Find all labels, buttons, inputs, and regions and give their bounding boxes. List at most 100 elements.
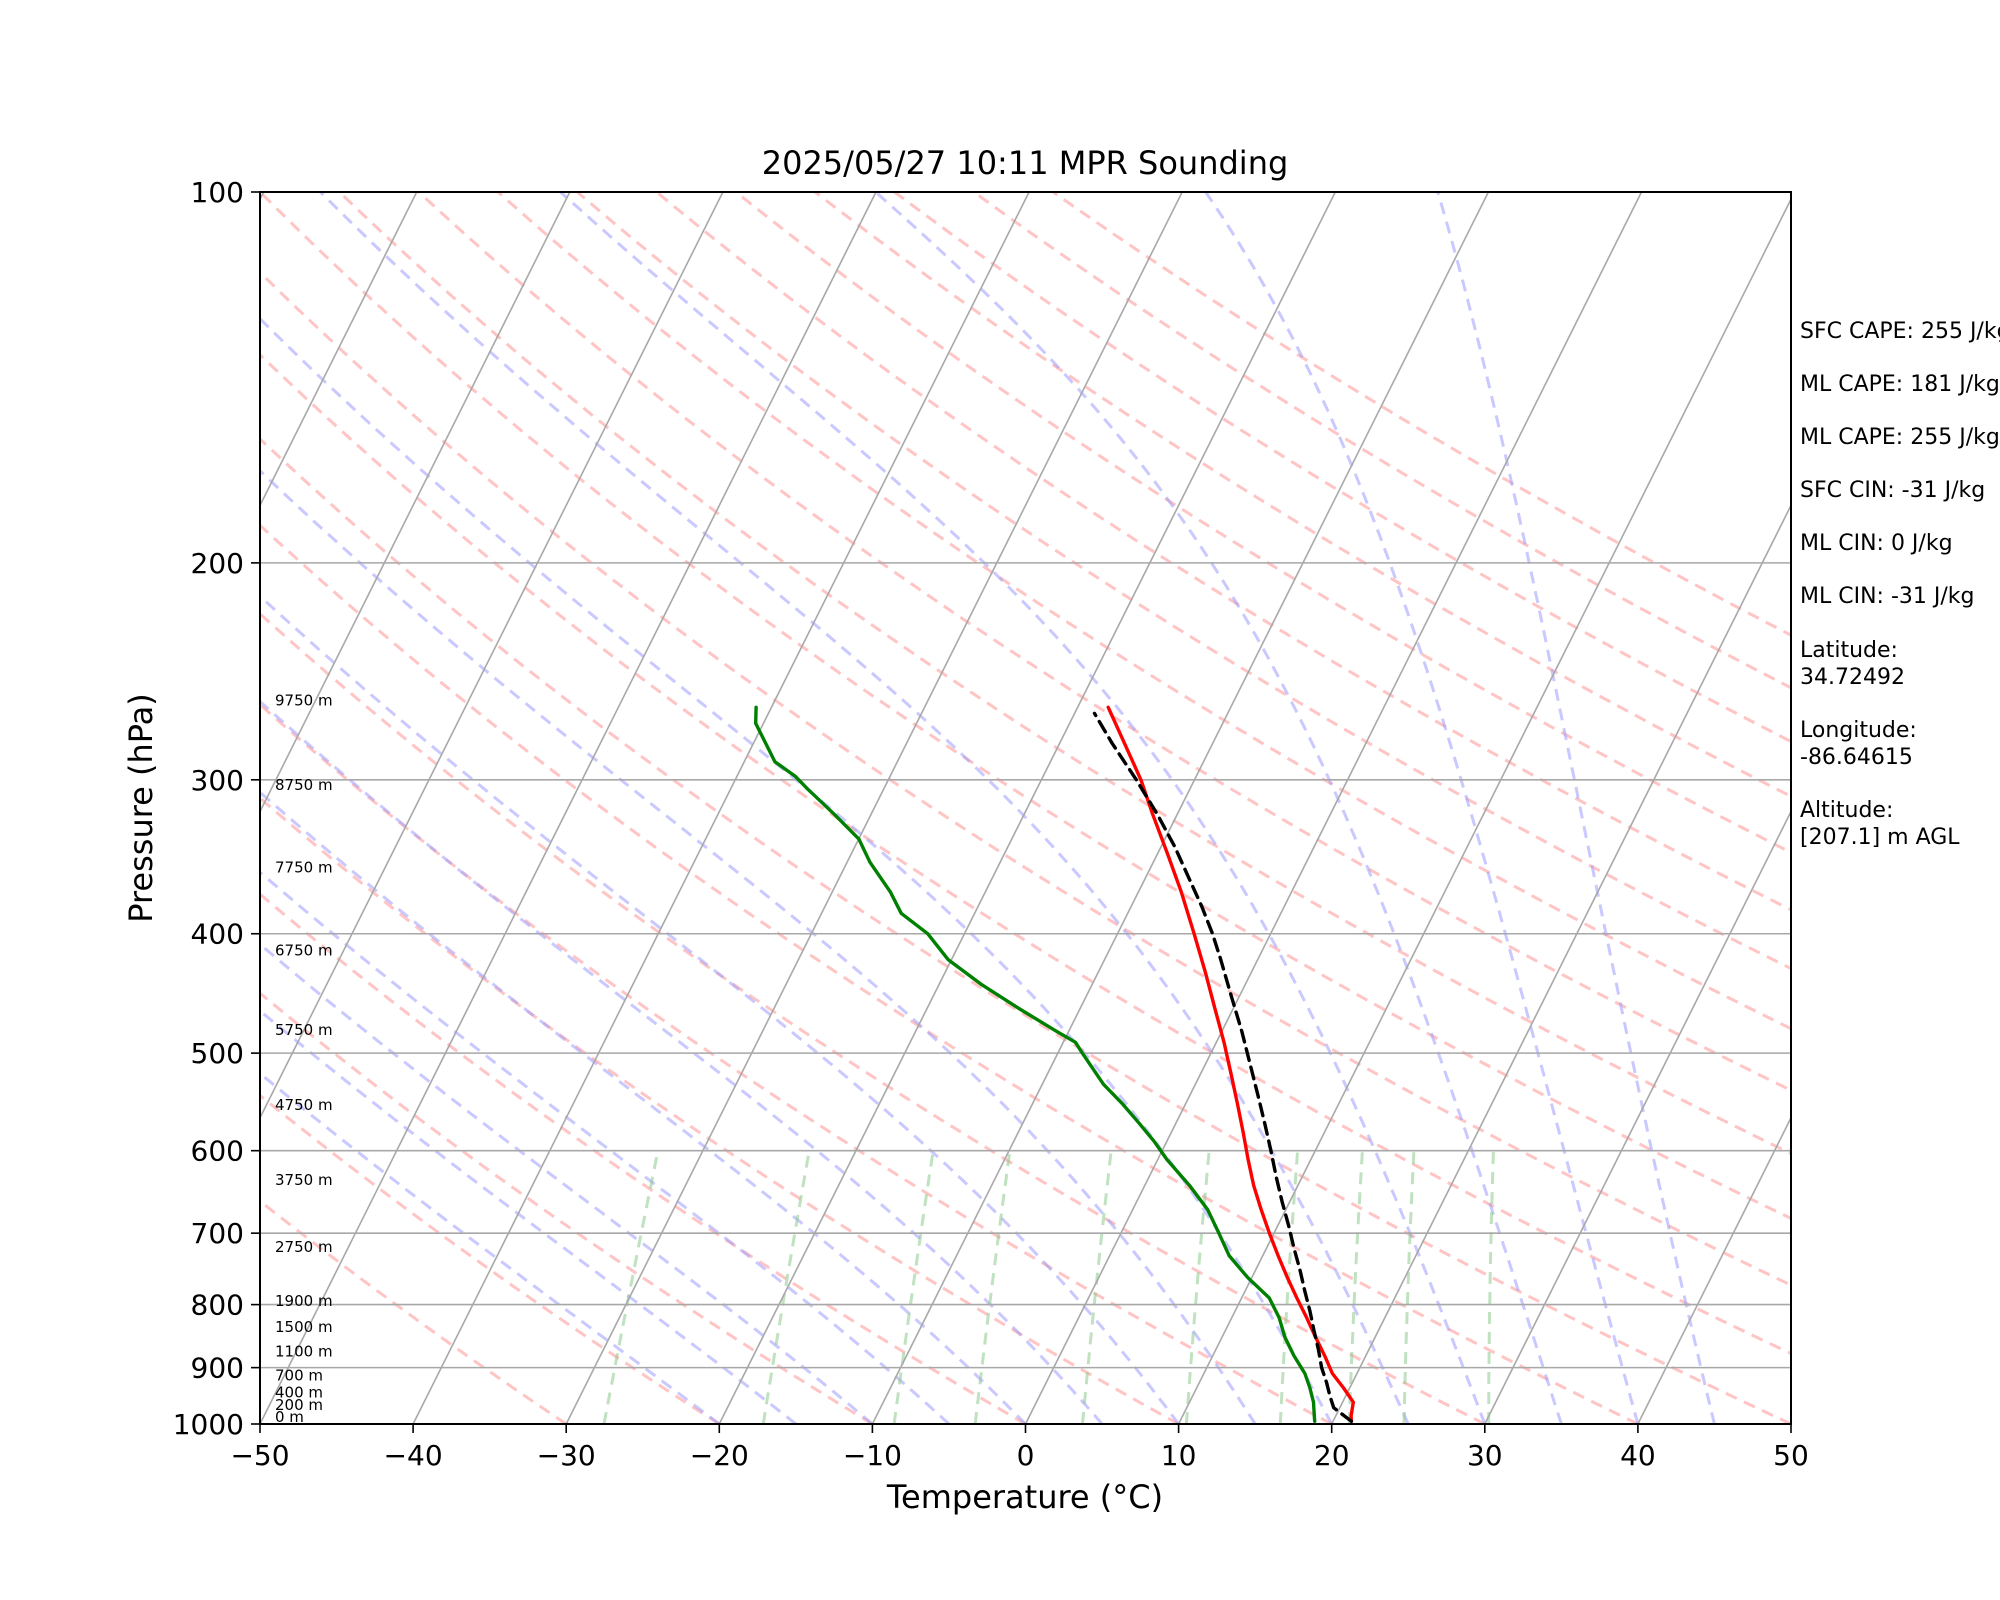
y-tick-label: 900 [191, 1352, 244, 1385]
dry-adiabat-line [576, 192, 1791, 971]
isotherm-line [565, 192, 1183, 1424]
altitude-value: [207.1] m AGL [1800, 825, 1960, 850]
dry-adiabat-line [260, 796, 1180, 1424]
ml-cin-text-2: ML CIN: -31 J/kg [1800, 584, 1974, 609]
mixing-ratio-line [1184, 1150, 1211, 1424]
dry-adiabat-line [655, 192, 1791, 912]
mixing-ratio-line [1347, 1150, 1364, 1424]
dry-adiabat-line [497, 192, 1791, 1031]
isotherm-line [260, 192, 418, 508]
y-axis-ticks: 100 200 300 400 500 600 700 800 900 1000 [173, 176, 260, 1441]
y-axis-label: Pressure (hPa) [122, 693, 160, 923]
height-label: 3750 m [275, 1171, 333, 1189]
ml-cin-text: ML CIN: 0 J/kg [1800, 531, 1953, 556]
longitude-label: Longitude: [1800, 718, 1917, 743]
isotherm-line [1330, 503, 1791, 1424]
height-label: 700 m [275, 1366, 323, 1384]
mixing-ratio-line [1402, 1150, 1416, 1424]
moist-adiabat-line [260, 468, 1257, 1424]
plot-frame [259, 191, 1792, 1425]
isotherm-line [718, 192, 1337, 1424]
y-tick-label: 500 [191, 1037, 244, 1070]
moist-adiabat-line [1436, 192, 1716, 1424]
moist-adiabat-line [260, 790, 1027, 1424]
height-label: 6750 m [275, 941, 333, 959]
background-lines [0, 192, 1791, 1424]
y-tick-label: 400 [191, 918, 244, 951]
dry-adiabat-line [417, 192, 1791, 1092]
x-tick-label: 10 [1161, 1439, 1197, 1472]
isotherm-line [871, 192, 1490, 1424]
ml-cape-text: ML CAPE: 181 J/kg [1800, 372, 2000, 397]
height-label: 1500 m [275, 1318, 333, 1336]
moist-adiabat-line [260, 1008, 797, 1424]
ml-cape-text-2: ML CAPE: 255 J/kg [1800, 425, 2000, 450]
dry-adiabat-line [972, 192, 1791, 690]
x-tick-label: 40 [1620, 1439, 1656, 1472]
dewpoint-line [754, 705, 1317, 1423]
isotherm-line [0, 192, 111, 1424]
moist-adiabat-line [260, 699, 1104, 1424]
altitude-label: Altitude: [1800, 798, 1893, 823]
y-tick-label: 200 [191, 547, 244, 580]
height-label: 400 m [275, 1383, 323, 1401]
isotherm-line [260, 192, 571, 814]
height-label: 4750 m [275, 1096, 333, 1114]
height-label: 7750 m [275, 858, 333, 876]
dry-adiabat-line [893, 192, 1791, 744]
data-lines [754, 705, 1355, 1423]
height-label: 1100 m [275, 1343, 333, 1361]
isotherm-line [412, 192, 1030, 1424]
mixing-ratio-line [1081, 1150, 1113, 1424]
isotherm-line [1024, 192, 1643, 1424]
mixing-ratio-line [892, 1150, 935, 1424]
dry-adiabat-line [260, 192, 1791, 1221]
temperature-line [1106, 705, 1355, 1423]
height-label: 8750 m [275, 776, 333, 794]
dry-adiabat-line [260, 1199, 568, 1424]
height-label: 1900 m [275, 1292, 333, 1310]
isotherm-line [1484, 809, 1791, 1424]
x-tick-label: −50 [230, 1439, 289, 1472]
dry-adiabat-line [338, 192, 1791, 1156]
dry-adiabat-line [260, 1093, 721, 1424]
height-label: 200 m [275, 1396, 323, 1414]
dry-adiabat-line [260, 523, 1639, 1424]
dry-adiabat-line [1052, 192, 1791, 637]
moist-adiabat-line [260, 1071, 721, 1424]
isotherm-line [1177, 197, 1791, 1424]
y-tick-label: 600 [191, 1135, 244, 1168]
mixing-ratio-line [973, 1150, 1012, 1424]
isotherm-line [260, 192, 724, 1120]
height-label: 0 m [275, 1408, 304, 1426]
parcel-profile-line [1092, 711, 1354, 1423]
x-tick-label: −30 [537, 1439, 596, 1472]
dry-adiabat-line [260, 892, 1027, 1424]
dry-adiabat-line [260, 270, 1791, 1287]
y-tick-label: 300 [191, 764, 244, 797]
x-tick-label: 0 [1017, 1439, 1035, 1472]
y-tick-label: 700 [191, 1217, 244, 1250]
stats-panel: SFC CAPE: 255 J/kg ML CAPE: 181 J/kg ML … [1800, 319, 2000, 850]
longitude-value: -86.64615 [1800, 745, 1913, 770]
isotherm-line [260, 192, 877, 1424]
dry-adiabat-line [734, 192, 1791, 855]
height-label: 2750 m [275, 1238, 333, 1256]
isotherm-line [1637, 1116, 1791, 1424]
chart-title: 2025/05/27 10:11 MPR Sounding [762, 144, 1289, 182]
y-tick-label: 1000 [173, 1408, 244, 1441]
sfc-cape-text: SFC CAPE: 255 J/kg [1800, 319, 2000, 344]
y-tick-label: 800 [191, 1289, 244, 1322]
dry-adiabat-line [260, 436, 1791, 1424]
latitude-value: 34.72492 [1800, 665, 1905, 690]
mixing-ratio-line [602, 1150, 660, 1424]
y-tick-label: 100 [191, 176, 244, 209]
mixing-ratio-line [1278, 1150, 1300, 1424]
moist-adiabat-line [260, 942, 874, 1424]
sfc-cin-text: SFC CIN: -31 J/kg [1800, 478, 1985, 503]
x-axis-ticks: −50 −40 −30 −20 −10 0 10 20 30 40 50 [230, 1424, 1809, 1472]
moist-adiabat-line [559, 192, 1487, 1424]
moist-adiabat-line [260, 594, 1180, 1424]
